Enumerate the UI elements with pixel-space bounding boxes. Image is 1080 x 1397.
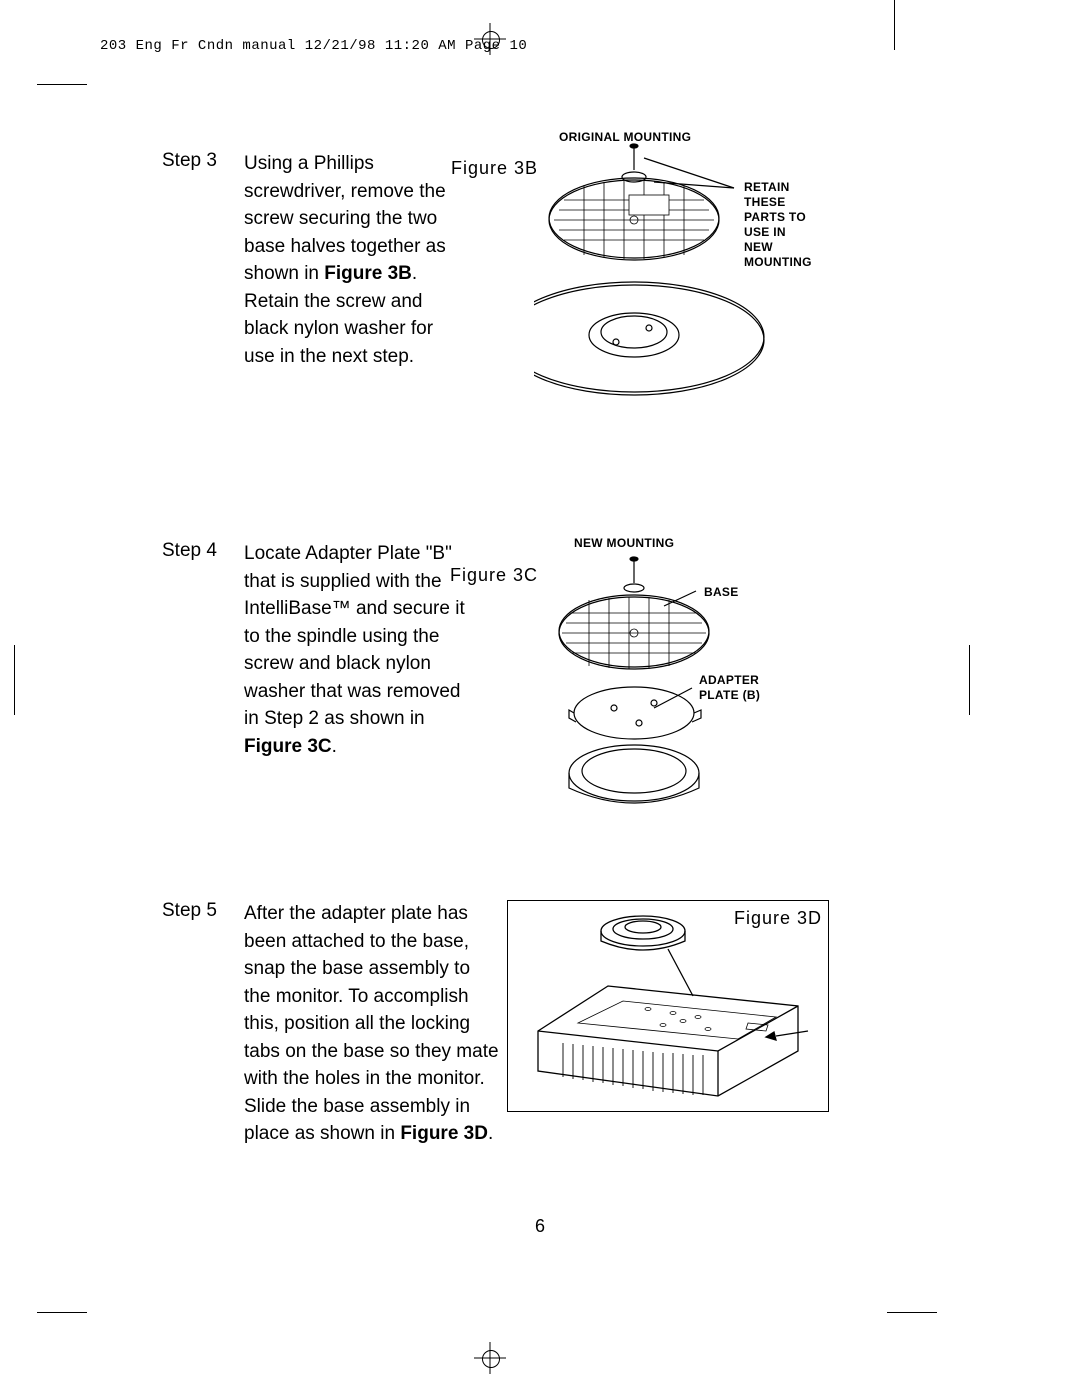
- figure-3b-area: Figure 3B ORIGINAL MOUNTING RETAINTHESEP…: [449, 150, 882, 470]
- step-5: Step 5 After the adapter plate has been …: [162, 900, 882, 1180]
- step-text: Using a Phillips screwdriver, remove the…: [244, 150, 449, 370]
- figure-3c-area: Figure 3C NEW MOUNTING BASE ADAPTERPLATE…: [474, 540, 882, 840]
- crop-mark: [894, 0, 895, 50]
- figure-3b-illustration: [534, 140, 814, 420]
- figure-3c-illustration: [534, 548, 794, 828]
- step-3: Step 3 Using a Phillips screwdriver, rem…: [162, 150, 882, 480]
- registration-mark-bottom: [480, 1348, 500, 1368]
- crop-mark: [969, 645, 970, 715]
- step-label: Step 4: [162, 540, 244, 562]
- crop-mark: [887, 1312, 937, 1313]
- figure-label: Figure 3C: [450, 565, 538, 586]
- step-label: Step 3: [162, 150, 244, 172]
- step-label: Step 5: [162, 900, 244, 922]
- step-4: Step 4 Locate Adapter Plate "B" that is …: [162, 540, 882, 840]
- registration-mark-top: [480, 29, 500, 49]
- step-text: Locate Adapter Plate "B" that is supplie…: [244, 540, 474, 760]
- figure-3d-area: Figure 3D: [499, 900, 882, 1130]
- crop-mark: [37, 84, 87, 85]
- page-number: 6: [0, 1216, 1080, 1237]
- crop-mark: [37, 1312, 87, 1313]
- figure-3d-box: [507, 900, 829, 1112]
- print-header: 203 Eng Fr Cndn manual 12/21/98 11:20 AM…: [100, 38, 527, 54]
- figure-3d-illustration: [508, 901, 828, 1111]
- crop-mark: [14, 645, 15, 715]
- step-text: After the adapter plate has been attache…: [244, 900, 499, 1148]
- figure-label: Figure 3B: [451, 158, 538, 179]
